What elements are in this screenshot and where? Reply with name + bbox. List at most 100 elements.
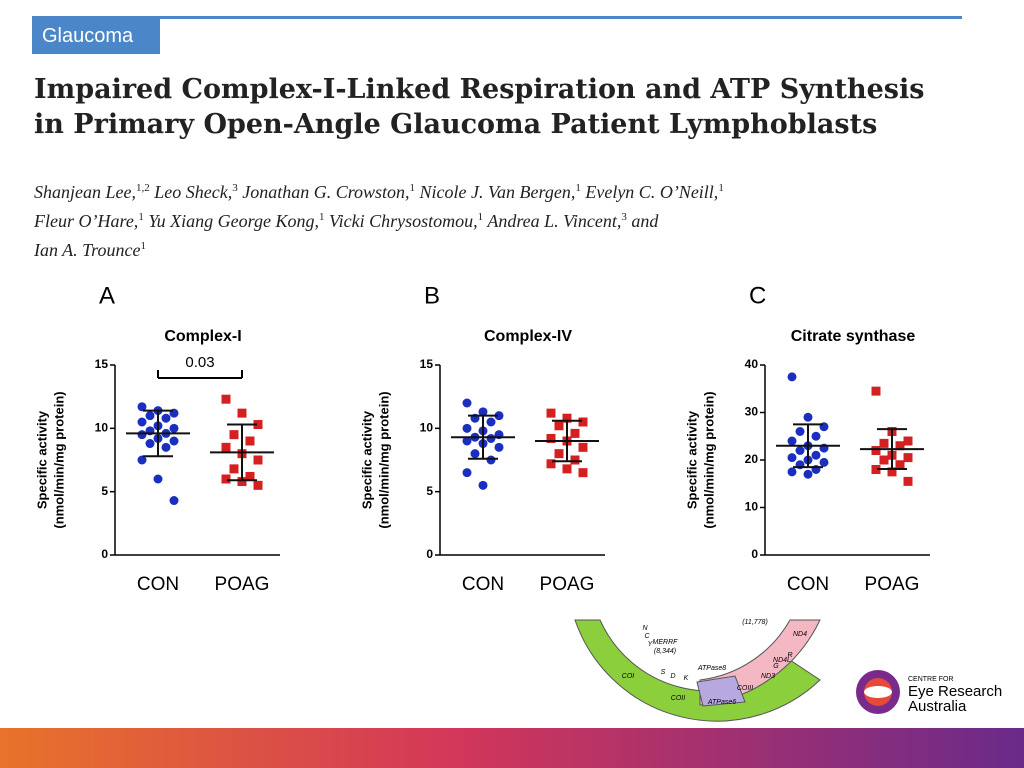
author-name: Fleur O’Hare, [34, 211, 139, 231]
data-point [169, 423, 179, 433]
mtdna-label: ND4 [793, 631, 807, 638]
y-axis-label: (nmol/min/mg protein) [51, 391, 66, 528]
authors: Shanjean Lee,1,2 Leo Sheck,3 Jonathan G.… [34, 176, 724, 263]
author-affiliation: 3 [232, 182, 238, 194]
y-tick-label: 15 [420, 357, 434, 371]
chart-title: Complex-I [164, 328, 241, 345]
x-tick-label: CON [787, 574, 829, 595]
author-line: Shanjean Lee,1,2 Leo Sheck,3 Jonathan G.… [34, 176, 724, 205]
data-point [161, 442, 171, 452]
data-point [895, 460, 905, 470]
author-affiliation: 1 [575, 182, 581, 194]
logo-small: CENTRE FOR [908, 676, 954, 683]
data-point [245, 436, 255, 446]
x-tick-label: POAG [215, 574, 270, 595]
data-point [803, 469, 813, 479]
data-point [137, 417, 147, 427]
data-point [795, 427, 805, 436]
author-line: Fleur O’Hare,1 Yu Xiang George Kong,1 Vi… [34, 205, 724, 234]
data-point [819, 457, 829, 467]
y-tick-label: 30 [745, 405, 759, 419]
data-point [462, 436, 472, 446]
data-point [137, 402, 147, 412]
data-point [237, 477, 247, 487]
chart-title: Citrate synthase [791, 328, 916, 345]
author-affiliation: 3 [621, 211, 627, 223]
y-tick-label: 0 [101, 547, 108, 561]
data-point [879, 455, 889, 465]
y-axis-label: Specific activity [684, 410, 699, 509]
mtdna-label: ATPase8 [697, 665, 726, 672]
data-point [578, 417, 588, 427]
data-point [578, 442, 588, 452]
data-point [871, 386, 881, 396]
author-affiliation: 1 [409, 182, 416, 194]
mtdna-label: COII [671, 695, 685, 702]
data-point [811, 431, 821, 441]
mtdna-label: ND4L [773, 657, 791, 664]
data-point [554, 449, 564, 459]
y-axis-label: (nmol/min/mg protein) [701, 391, 716, 528]
data-point [903, 476, 913, 486]
data-point [787, 436, 797, 446]
data-point [494, 411, 504, 421]
data-point [570, 455, 580, 465]
data-point [546, 408, 556, 418]
data-point [554, 421, 564, 431]
mtdna-label: K [684, 675, 689, 682]
data-point [462, 398, 472, 408]
x-tick-label: CON [137, 574, 179, 595]
author-line: Ian A. Trounce1 [34, 234, 724, 263]
mtdna-label: (8,344) [654, 648, 676, 655]
author-affiliation: 1 [477, 211, 484, 223]
data-point [462, 423, 472, 433]
chart-title: Complex-IV [484, 328, 572, 345]
x-tick-label: CON [462, 574, 504, 595]
top-rule [32, 16, 962, 19]
data-point [237, 408, 247, 418]
data-point [221, 394, 231, 404]
error-bar [793, 423, 823, 469]
y-tick-label: 10 [420, 421, 434, 435]
data-point [221, 442, 231, 452]
data-point [253, 420, 263, 430]
y-axis-label: (nmol/min/mg protein) [376, 391, 391, 528]
y-tick-label: 20 [745, 452, 759, 466]
mtdna-label: COI [622, 673, 635, 680]
conjunction: and [631, 211, 659, 231]
panel-letter: B [424, 282, 440, 309]
data-point [795, 446, 805, 455]
data-point [787, 467, 797, 477]
data-point [811, 450, 821, 460]
error-bar [227, 423, 257, 482]
mtdna-label: D [670, 673, 675, 680]
mtdna-label: N [642, 625, 648, 632]
data-point [478, 480, 488, 490]
data-point [229, 430, 239, 440]
data-point [494, 442, 504, 452]
data-point [169, 496, 179, 506]
mtdna-label: ND3 [761, 673, 775, 680]
data-point [871, 446, 881, 455]
error-bar [143, 409, 173, 458]
x-tick-label: POAG [865, 574, 920, 595]
significance-bracket [157, 370, 243, 379]
mtdna-graphic [574, 619, 821, 722]
logo-line: Eye Research [908, 683, 1002, 700]
data-point [887, 467, 897, 477]
error-bar [877, 428, 907, 471]
logo-line: Australia [908, 698, 967, 715]
y-tick-label: 5 [101, 484, 108, 498]
mtdna-label: S [661, 669, 666, 676]
y-axis-label: Specific activity [34, 410, 49, 509]
data-point [803, 412, 813, 422]
data-point [562, 413, 572, 423]
author-affiliation: 1 [718, 182, 724, 194]
panel-letter: C [749, 282, 766, 309]
y-tick-label: 10 [745, 500, 759, 514]
logo [856, 670, 900, 714]
author-name: Evelyn C. O’Neill, [585, 182, 719, 202]
bottom-band [0, 728, 1024, 768]
